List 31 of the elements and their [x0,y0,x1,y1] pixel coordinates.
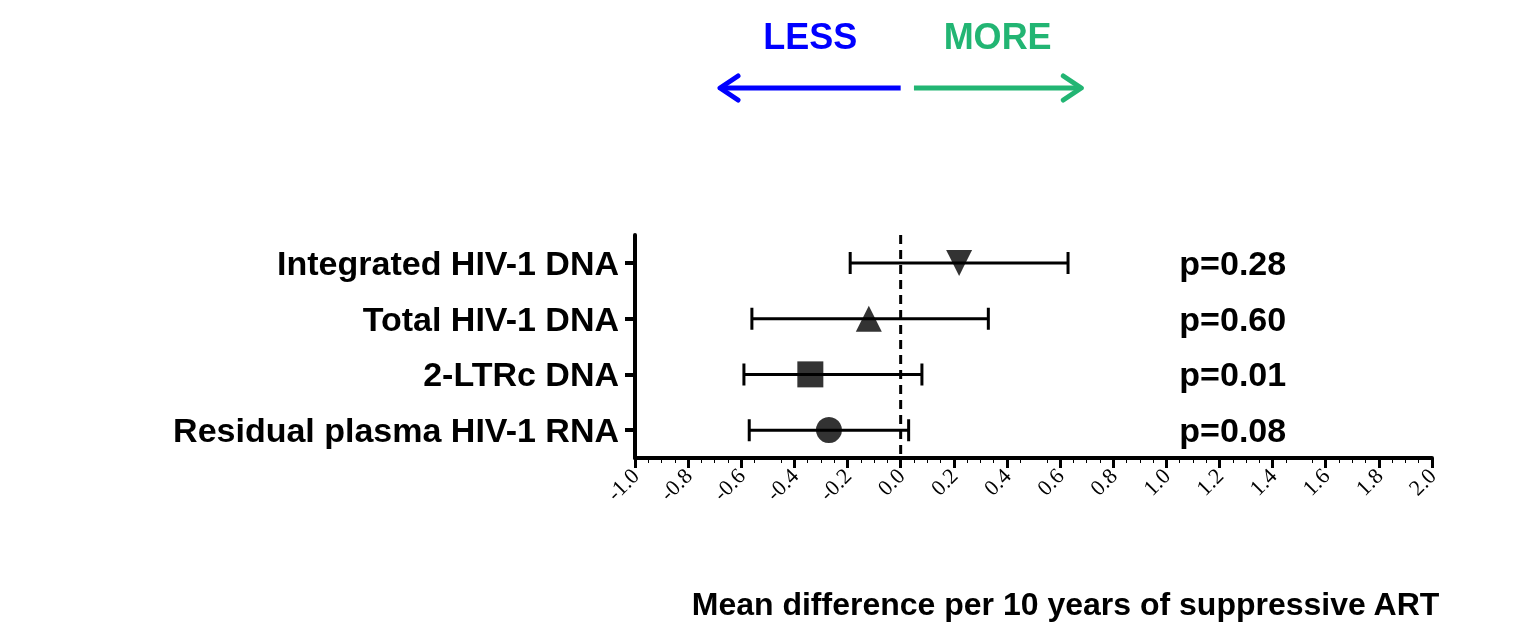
x-tick-label: -0.2 [814,463,857,506]
x-tick-label: 1.8 [1350,463,1388,501]
point [855,305,882,332]
y-tick-label: 2-LTRc DNA [423,355,619,394]
annotation: p=0.08 [1179,411,1287,450]
x-tick-label: 1.4 [1244,463,1282,501]
x-tick-label: 1.2 [1191,463,1229,501]
x-axis-title: Mean difference per 10 years of suppressive ART [691,586,1440,622]
x-tick-label: -0.4 [760,463,804,506]
point [815,417,842,444]
x-tick-label: -0.8 [654,463,697,506]
y-tick-label: Residual plasma HIV-1 RNA [173,411,619,450]
text: MORE [943,15,1052,57]
point [946,249,973,276]
text: LESS [763,15,858,57]
annotation: p=0.01 [1179,355,1287,394]
point [797,361,824,388]
x-tick-label: 0.2 [925,463,963,501]
x-tick-label: 0.4 [978,463,1016,501]
x-tick-label: 1.0 [1138,463,1176,501]
x-tick-label: 0.6 [1031,463,1069,501]
x-tick-label: 0.0 [872,463,910,501]
y-tick-label: Integrated HIV-1 DNA [277,243,619,282]
x-tick-label: 1.6 [1297,463,1335,501]
annotation: p=0.28 [1179,243,1287,282]
x-tick-label: 2.0 [1403,463,1441,501]
y-tick-label: Total HIV-1 DNA [362,299,619,338]
annotation: p=0.60 [1179,299,1287,338]
x-tick-label: 0.8 [1084,463,1123,501]
x-tick-label: -1.0 [601,463,644,506]
x-tick-label: -0.6 [707,463,751,506]
